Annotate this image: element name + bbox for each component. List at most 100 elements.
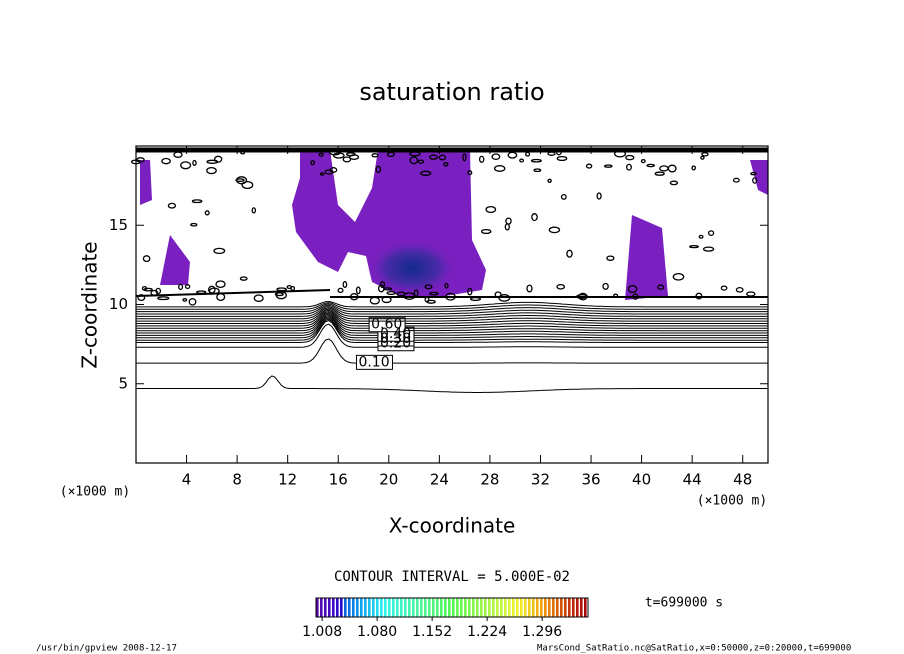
noise-loop [560,193,567,200]
noise-loop [654,171,665,176]
x-axis-label: X-coordinate [389,514,516,538]
y-tick-label: 5 [118,374,128,392]
contour-label-bg [355,354,393,370]
colorbar-cell [332,598,335,617]
colorbar-cell [416,598,419,617]
noise-loop [530,158,542,163]
colorbar-cell [324,598,327,617]
noise-loop [555,148,562,156]
noise-loop [286,284,293,290]
contour-label: 0.40 [380,326,411,342]
colorbar-cell [584,598,587,617]
colorbar-cell [388,598,391,617]
noise-loop [196,290,207,295]
x-tick-label: 24 [430,471,449,489]
colorbar-cell [352,598,355,617]
noise-loop [206,166,217,175]
colorbar-tick-label: 1.296 [522,624,562,640]
noise-loop [215,280,226,289]
noise-loop [137,294,146,302]
noise-loop [204,210,210,216]
noise-loop [379,281,386,289]
noise-loop [732,177,740,183]
noise-loop [695,292,703,300]
noise-loop [657,284,665,290]
x-tick-label: 32 [531,471,550,489]
x-unit-label: (×1000 m) [60,485,130,500]
colorbar-cell [448,598,451,617]
colorbar-cell [340,598,343,617]
contour-line [136,323,768,348]
colorbar-cell [524,598,527,617]
noise-loop [161,157,171,165]
noise-loop [494,291,502,298]
shaded-regions [140,150,768,300]
colorbar-cell [424,598,427,617]
colorbar-cell [540,598,543,617]
noise-loop [420,170,432,176]
colorbar-tick-label: 1.224 [467,624,507,640]
colorbar-cell [384,598,387,617]
chart-title: saturation ratio [359,78,544,106]
noise-loop [585,163,593,169]
contour-line [136,311,768,327]
colorbar-cell [404,598,407,617]
colorbar-tick-label: 1.152 [412,624,452,640]
footer-left: /usr/bin/gpview 2008-12-17 [36,644,177,654]
contour-line [136,309,768,324]
colorbar-cell [360,598,363,617]
contour-line [136,316,768,336]
noise-loop [381,296,392,304]
colorbar-cell [320,598,323,617]
colorbar-cell [356,598,359,617]
noise-loop [750,171,757,176]
colorbar-cell [376,598,379,617]
noise-loop [142,255,151,263]
noise-loop [556,155,568,162]
x-tick-label: 8 [232,471,242,489]
noise-loop [236,176,248,185]
colorbar-cell [328,598,331,617]
noise-loop [498,294,511,302]
noise-loop [735,286,744,293]
colorbar-cell [444,598,447,617]
footer-right: MarsCond_SatRatio.nc@SatRatio,x=0:50000,… [537,644,851,654]
contour-line [136,313,768,332]
colorbar-cell [520,598,523,617]
colorbar-cell [508,598,511,617]
noise-loop [526,284,533,293]
noise-loop [141,285,148,291]
noise-loop [429,291,439,296]
purple-region [160,235,190,285]
x-tick-label: 48 [733,471,752,489]
noise-loop [443,162,449,167]
contour-line [136,308,768,322]
noise-loop [214,155,223,163]
noise-loop [184,284,191,290]
colorbar-cell [452,598,455,617]
colorbar-cell [552,598,555,617]
x-unit-label: (×1000 m) [697,494,767,509]
noise-loop [329,167,338,173]
noise-loop [566,249,573,258]
noise-loop [626,163,632,171]
colorbar-cell [512,598,515,617]
noise-loop [700,155,705,160]
noise-loop [241,180,254,190]
noise-loop [613,150,627,158]
colorbar-cell [436,598,439,617]
noise-loop [493,165,506,172]
noise-loop [707,230,715,236]
contour-line [136,312,768,329]
noise-loop [424,296,430,303]
contour-line [136,303,768,313]
noise-loop [188,297,197,306]
noise-loop [602,282,609,290]
x-tick-label: 20 [379,471,398,489]
noise-loop [640,158,646,164]
noise-loop [345,152,356,157]
contour-label: 0.30 [380,331,411,347]
noise-loop [318,152,324,157]
colorbar-cell [344,598,347,617]
colorbar-cell [460,598,463,617]
